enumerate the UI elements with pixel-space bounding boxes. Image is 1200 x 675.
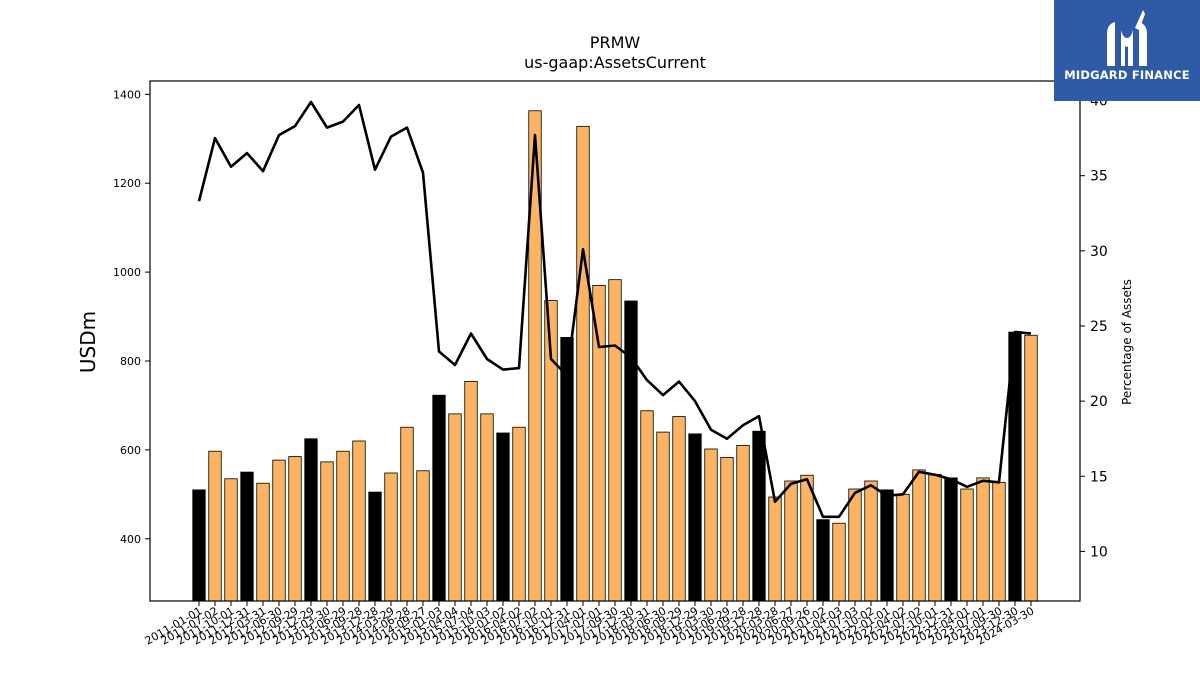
bar-2018-12-29 [688, 433, 702, 602]
bar-2014-03-29 [384, 472, 398, 602]
bar-2018-06-30 [656, 431, 670, 602]
bar-2019-09-28 [736, 445, 750, 602]
y-axis-label: USDm [76, 311, 100, 373]
bar-2022-01-01 [880, 489, 894, 602]
bar-2015-07-04 [464, 381, 478, 602]
chart-title: PRMW [590, 33, 641, 52]
bar-2016-01-02 [496, 432, 510, 602]
bar-2012-12-29 [304, 438, 318, 602]
bar-2017-07-01 [592, 285, 606, 602]
y-tick-label: 400 [120, 533, 141, 546]
bar-2023-07-01 [976, 477, 990, 602]
chart-subtitle: us-gaap:AssetsCurrent [524, 53, 706, 72]
bar-2015-01-03 [432, 394, 446, 602]
y-tick-label: 1400 [113, 88, 141, 101]
bar-2020-03-28 [768, 496, 782, 602]
bar-2013-06-29 [336, 450, 350, 602]
bar-2023-04-01 [960, 488, 974, 602]
y2-tick-label: 15 [1090, 469, 1108, 485]
bar-2021-01-02 [816, 519, 830, 602]
bar-2024-03-30 [1024, 334, 1038, 602]
bar-2019-06-29 [720, 457, 734, 602]
bar-2022-07-02 [912, 469, 926, 602]
bar-2020-06-27 [784, 480, 798, 602]
y2-tick-label: 30 [1090, 244, 1108, 260]
bar-2019-03-30 [704, 448, 718, 602]
y2-axis-label: Percentage of Assets [1120, 279, 1134, 405]
bar-2016-12-31 [560, 337, 574, 602]
bar-2011-12-31 [240, 471, 254, 602]
y2-tick-label: 35 [1090, 169, 1108, 185]
bar-2021-04-03 [832, 522, 846, 602]
bar-2011-10-01 [224, 478, 238, 602]
bar-2011-07-02 [208, 450, 222, 602]
y2-tick-label: 20 [1090, 394, 1108, 410]
y-tick-label: 800 [120, 355, 141, 368]
bar-2013-03-30 [320, 461, 334, 602]
y2-tick-label: 25 [1090, 319, 1108, 335]
bar-2021-07-03 [848, 488, 862, 602]
bar-2012-03-31 [256, 482, 270, 602]
bar-2018-03-31 [640, 410, 654, 602]
bar-2013-12-28 [368, 491, 382, 602]
y-tick-label: 600 [120, 444, 141, 457]
bar-2019-12-28 [752, 430, 766, 602]
y2-tick-label: 10 [1090, 544, 1108, 560]
bar-2015-10-03 [480, 413, 494, 602]
bar-2014-06-28 [400, 426, 414, 602]
bar-2017-09-30 [608, 279, 622, 602]
bar-2015-04-04 [448, 413, 462, 602]
brand-logo: MIDGARD FINANCE [1054, 0, 1200, 101]
y-tick-label: 1000 [113, 266, 141, 279]
bar-2012-09-29 [288, 456, 302, 602]
bar-2013-09-28 [352, 440, 366, 602]
bar-2016-04-02 [512, 426, 526, 602]
percentage-line [197, 100, 1032, 519]
y-tick-label: 1200 [113, 177, 141, 190]
logo-mark-icon [1107, 10, 1147, 66]
bar-2023-09-30 [992, 481, 1006, 602]
bar-2022-10-01 [928, 473, 942, 602]
bar-2022-12-31 [944, 477, 958, 602]
bar-2014-09-27 [416, 470, 430, 602]
bar-2017-12-30 [624, 300, 638, 602]
bar-2020-09-26 [800, 474, 814, 602]
bar-2018-09-29 [672, 416, 686, 602]
bar-2011-01-01 [192, 489, 206, 602]
bar-2017-04-01 [576, 125, 590, 602]
bar-2021-10-02 [864, 480, 878, 602]
bar-2012-06-30 [272, 459, 286, 602]
bar-2022-04-02 [896, 493, 910, 602]
logo-text: MIDGARD FINANCE [1064, 68, 1190, 82]
